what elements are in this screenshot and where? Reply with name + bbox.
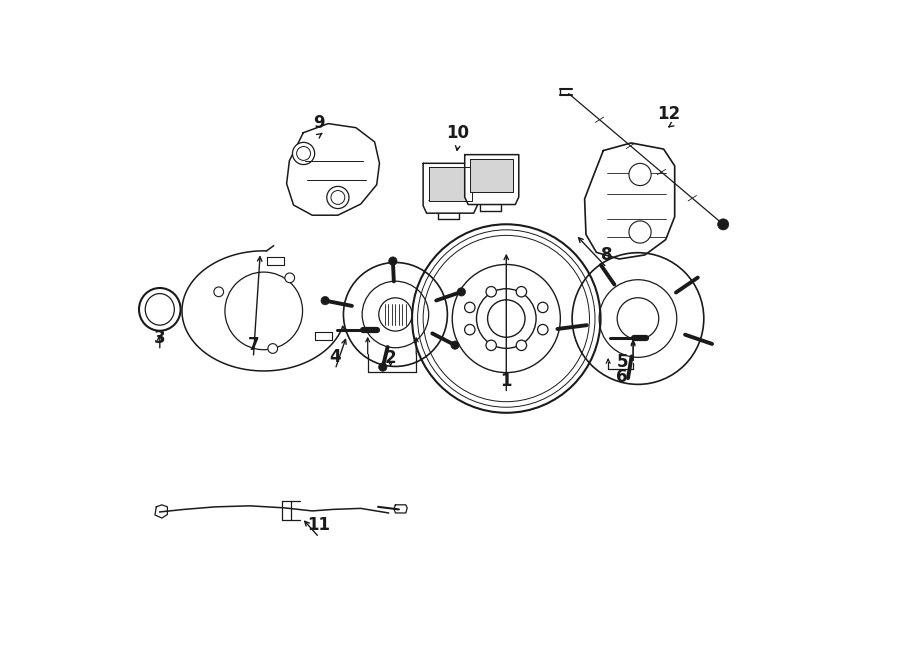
Text: 9: 9 [313, 114, 325, 132]
Text: 1: 1 [500, 371, 512, 389]
Circle shape [214, 287, 223, 297]
Circle shape [488, 300, 525, 337]
Circle shape [629, 221, 651, 243]
Circle shape [389, 257, 397, 265]
Circle shape [464, 325, 475, 335]
Circle shape [268, 344, 277, 354]
Circle shape [327, 186, 349, 209]
Circle shape [379, 363, 387, 371]
Polygon shape [464, 155, 518, 204]
Text: 11: 11 [308, 516, 330, 533]
Circle shape [517, 340, 526, 350]
Circle shape [451, 341, 459, 349]
Circle shape [464, 302, 475, 313]
Circle shape [486, 286, 497, 297]
Text: 2: 2 [385, 349, 396, 368]
Text: 3: 3 [154, 329, 166, 347]
Circle shape [292, 142, 315, 165]
Text: 7: 7 [248, 336, 259, 354]
Circle shape [321, 297, 329, 305]
Circle shape [717, 219, 729, 230]
Circle shape [285, 273, 294, 283]
Circle shape [517, 286, 526, 297]
Text: 5: 5 [616, 353, 628, 371]
Polygon shape [471, 159, 513, 192]
Circle shape [629, 163, 651, 186]
Circle shape [537, 325, 548, 335]
Text: 8: 8 [601, 246, 613, 264]
Text: 10: 10 [446, 124, 469, 141]
Circle shape [331, 190, 345, 204]
Circle shape [457, 288, 465, 296]
Circle shape [486, 340, 497, 350]
Polygon shape [428, 167, 472, 201]
Text: 12: 12 [658, 105, 680, 123]
Text: 6: 6 [616, 368, 628, 385]
Text: 4: 4 [329, 348, 341, 366]
Circle shape [297, 147, 310, 161]
Polygon shape [423, 163, 477, 214]
Circle shape [537, 302, 548, 313]
